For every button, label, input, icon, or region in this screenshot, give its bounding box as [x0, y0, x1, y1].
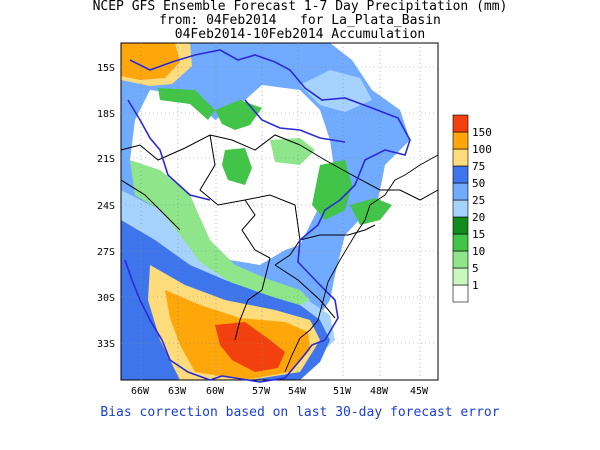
- lat-label: 21S: [97, 154, 115, 165]
- legend-swatch: [452, 114, 469, 133]
- precip-green-ring: [158, 88, 215, 120]
- lat-label: 30S: [97, 293, 115, 304]
- lat-label: 15S: [97, 63, 115, 74]
- legend-label: 15: [472, 228, 485, 241]
- legend-label: 75: [472, 160, 485, 173]
- legend-label: 1: [472, 279, 479, 292]
- precip-northwest-orange: [121, 43, 180, 80]
- lon-label: 63W: [168, 386, 187, 397]
- lon-label: 66W: [131, 386, 150, 397]
- legend-swatch: [452, 165, 469, 184]
- legend-label: 150: [472, 126, 492, 139]
- precip-green-north: [215, 100, 262, 130]
- legend-colorbar: [452, 114, 469, 303]
- bias-correction-note: Bias correction based on last 30-day for…: [100, 405, 500, 420]
- map-frame: [120, 42, 439, 381]
- lat-label: 27S: [97, 247, 115, 258]
- chart-subtitle-date: from: 04Feb2014 for La_Plata_Basin: [159, 13, 441, 28]
- precip-green-center: [222, 148, 252, 185]
- precip-zone-150-plus: [215, 322, 285, 372]
- map-gridlines: [121, 43, 438, 380]
- legend-label: 20: [472, 211, 485, 224]
- coastline: [284, 154, 439, 373]
- lat-label: 33S: [97, 339, 115, 350]
- country-borders: [120, 134, 439, 341]
- chart-title: NCEP GFS Ensemble Forecast 1-7 Day Preci…: [92, 0, 508, 14]
- lon-label: 60W: [206, 386, 225, 397]
- legend-swatch: [452, 233, 469, 252]
- lat-label: 24S: [97, 201, 115, 212]
- precip-northwest-yellow: [121, 43, 192, 86]
- legend-swatch: [452, 148, 469, 167]
- legend-swatch: [452, 131, 469, 150]
- precip-green-band: [130, 160, 310, 305]
- precip-field: [121, 43, 438, 380]
- legend-label: 25: [472, 194, 485, 207]
- legend-label: 50: [472, 177, 485, 190]
- legend-swatch: [452, 284, 469, 303]
- lon-label: 51W: [333, 386, 352, 397]
- lat-label: 18S: [97, 109, 115, 120]
- legend-swatch: [452, 267, 469, 286]
- legend-swatch: [452, 250, 469, 269]
- lon-label: 57W: [252, 386, 271, 397]
- legend-swatch: [452, 216, 469, 235]
- basin-boundary: [124, 49, 411, 383]
- latitude-labels: 15S 18S 21S 24S 27S 30S 33S: [97, 63, 115, 350]
- longitude-labels: 66W 63W 60W 57W 54W 51W 48W 45W: [131, 386, 429, 397]
- lon-label: 45W: [410, 386, 429, 397]
- legend-label: 100: [472, 143, 492, 156]
- legend-label: 10: [472, 245, 485, 258]
- lon-label: 54W: [288, 386, 307, 397]
- lon-label: 48W: [370, 386, 389, 397]
- legend-label: 5: [472, 262, 479, 275]
- legend-swatch: [452, 199, 469, 218]
- chart-subtitle-period: 04Feb2014-10Feb2014 Accumulation: [174, 27, 426, 42]
- legend-swatch: [452, 182, 469, 201]
